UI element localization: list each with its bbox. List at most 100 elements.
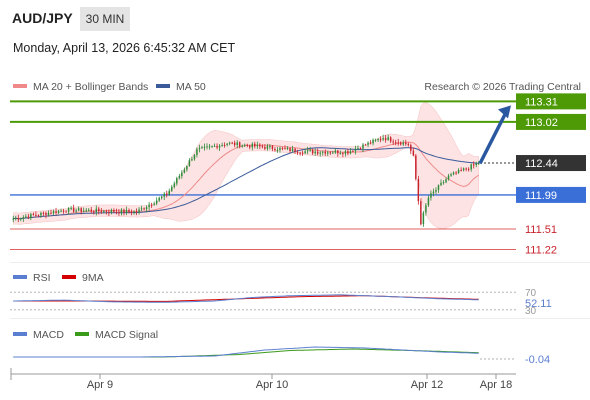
legend-label-ma50: MA 50: [176, 81, 206, 93]
pane-divider: [10, 262, 590, 263]
candle-body: [211, 146, 213, 148]
candle-body: [140, 208, 143, 210]
candle-body: [236, 142, 238, 145]
candle-body: [203, 146, 206, 148]
candle-body: [60, 210, 62, 212]
candle-body: [410, 145, 412, 151]
candle-body: [25, 216, 27, 218]
candle-body: [420, 201, 422, 225]
candle-body: [123, 209, 125, 213]
candle-body: [20, 218, 22, 220]
legend-label-macd-signal: MACD Signal: [95, 329, 158, 341]
legend-label-macd: MACD: [33, 329, 64, 341]
x-tick-label: Apr 9: [87, 379, 113, 391]
candle-body: [342, 153, 344, 155]
candle-body: [105, 210, 108, 212]
candle-body: [347, 151, 349, 154]
candle-body: [455, 172, 457, 174]
legend-swatch-ma20: [13, 84, 27, 88]
candle-body: [279, 147, 281, 150]
candle-body: [374, 139, 377, 141]
candle-body: [150, 204, 153, 206]
candle-body: [27, 216, 30, 218]
macd-line: [13, 346, 479, 358]
candle-body: [221, 144, 223, 146]
candle-body: [249, 145, 251, 148]
candle-body: [52, 211, 55, 214]
candle-body: [133, 211, 135, 213]
candle-body: [178, 176, 181, 179]
candle-body: [427, 197, 430, 206]
candle-body: [344, 151, 347, 154]
candle-body: [294, 148, 296, 152]
candle-body: [311, 150, 314, 154]
projection-arrow: [478, 113, 507, 165]
candle-body: [397, 142, 399, 144]
candle-body: [450, 174, 452, 176]
candle-body: [108, 211, 110, 213]
candle-body: [65, 211, 67, 213]
candle-body: [85, 210, 87, 212]
candle-body: [301, 152, 304, 154]
candle-body: [422, 212, 425, 225]
candle-body: [153, 203, 155, 205]
candle-body: [256, 144, 259, 147]
legend-swatch-ma50: [156, 84, 170, 88]
candle-body: [110, 210, 113, 213]
timeframe-badge[interactable]: 30 MIN: [80, 7, 130, 31]
candle-body: [160, 196, 163, 198]
rsi-value-label: 52.11: [525, 298, 552, 310]
legend-swatch-macd: [13, 332, 27, 336]
candle-body: [462, 168, 465, 171]
candle-body: [364, 144, 367, 146]
candle-body: [155, 200, 158, 204]
candle-body: [188, 160, 191, 167]
candle-body: [181, 172, 183, 177]
candle-body: [32, 214, 35, 216]
candle-body: [296, 151, 299, 153]
candle-body: [173, 183, 176, 187]
candle-body: [399, 142, 402, 145]
candle-body: [233, 142, 236, 145]
candle-body: [148, 204, 150, 208]
candle-body: [321, 151, 324, 153]
candle-body: [281, 147, 284, 149]
candle-body: [324, 151, 327, 154]
candle-body: [50, 212, 52, 214]
candle-body: [314, 151, 316, 154]
candle-body: [402, 142, 405, 145]
candle-body: [334, 150, 337, 153]
x-tick-label: Apr 12: [411, 379, 443, 391]
candle-body: [261, 146, 264, 148]
candle-body: [327, 152, 329, 154]
candle-body: [259, 144, 261, 147]
candle-body: [412, 150, 415, 156]
candle-body: [435, 189, 437, 192]
candle-body: [113, 210, 115, 212]
legend-swatch-rsi-ma: [62, 275, 76, 279]
rsi-ref-label: 70: [525, 288, 537, 299]
candle-body: [432, 191, 435, 194]
candle-body: [40, 212, 42, 216]
candle-body: [241, 145, 243, 147]
candle-body: [72, 207, 75, 212]
candle-body: [42, 212, 45, 214]
candle-body: [216, 145, 218, 148]
candle-body: [445, 179, 447, 183]
candle-body: [306, 150, 309, 152]
pivot-label-bg: [516, 186, 586, 203]
last-price-label-bg: [516, 155, 586, 172]
candle-body: [138, 209, 140, 213]
candle-body: [417, 178, 420, 202]
candle-body: [367, 142, 369, 145]
support-label: 111.51: [525, 224, 557, 236]
candle-body: [226, 143, 228, 145]
candle-body: [467, 168, 470, 170]
candle-body: [379, 138, 382, 140]
candle-body: [228, 142, 231, 144]
candle-body: [475, 163, 477, 166]
candle-body: [372, 139, 374, 144]
candle-body: [35, 214, 37, 216]
candle-body: [135, 211, 138, 213]
candle-body: [198, 148, 201, 150]
